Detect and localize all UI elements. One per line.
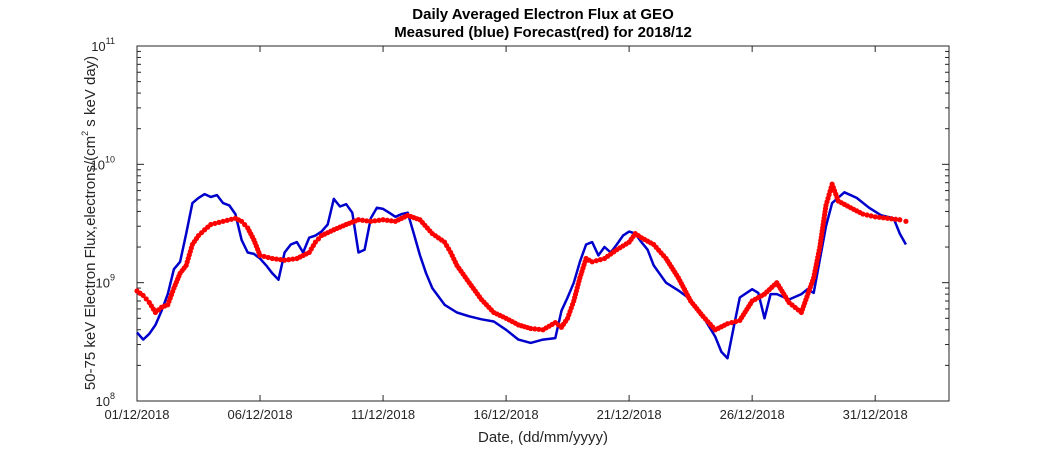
forecast-point-63 — [286, 257, 292, 263]
forecast-point-92 — [380, 217, 386, 223]
forecast-point-317 — [860, 211, 866, 217]
y-axis-label-main: 50-75 keV Electron Flux,electrons/(cm — [82, 136, 99, 390]
forecast-point-73 — [315, 236, 322, 242]
x-tick-label-1: 06/12/2018 — [227, 407, 292, 422]
forecast-point-327 — [903, 218, 909, 224]
forecast-point-39 — [216, 219, 222, 225]
y-axis-ticks: 108 109 1010 1011 — [91, 36, 949, 409]
x-tick-label-5: 26/12/2018 — [720, 407, 785, 422]
forecast-point-324 — [888, 216, 895, 222]
x-tick-label-6: 31/12/2018 — [843, 407, 908, 422]
series-line-measured — [136, 191, 907, 360]
forecast-point-320 — [872, 214, 878, 220]
forecast-point-182 — [597, 257, 604, 263]
forecast-point-89 — [368, 218, 374, 224]
forecast-point-319 — [868, 213, 874, 219]
x-tick-label-2: 11/12/2018 — [351, 407, 415, 422]
y-axis-label-tail: s keV day) — [82, 56, 99, 131]
forecast-point-41 — [224, 217, 230, 223]
forecast-point-59 — [269, 255, 275, 262]
forecast-point-38 — [212, 220, 218, 227]
forecast-point-149 — [532, 326, 538, 332]
chart-subtitle: Measured (blue) Forecast(red) for 2018/1… — [394, 24, 692, 41]
forecast-point-235 — [724, 321, 731, 327]
x-tick-label-3: 16/12/2018 — [474, 407, 539, 422]
forecast-point-62 — [282, 257, 288, 263]
forecast-point-321 — [876, 214, 882, 220]
forecast-point-87 — [359, 217, 366, 223]
y-axis-label: 50-75 keV Electron Flux,electrons/(cm2 s… — [80, 56, 99, 390]
forecast-point-46 — [242, 222, 248, 228]
x-tick-label-4: 21/12/2018 — [597, 407, 662, 422]
y-tick-label-2: 1010 — [91, 154, 115, 172]
forecast-point-58 — [265, 254, 271, 261]
forecast-point-45 — [238, 218, 245, 224]
forecast-point-325 — [893, 216, 899, 222]
forecast-point-181 — [593, 258, 599, 264]
forecast-point-57 — [261, 253, 267, 260]
x-tick-label-0: 01/12/2018 — [104, 407, 169, 422]
forecast-point-37 — [208, 221, 214, 228]
forecast-point-2 — [140, 292, 146, 299]
forecast-point-90 — [372, 218, 378, 224]
forecast-point-72 — [312, 239, 318, 245]
forecast-point-148 — [528, 325, 534, 332]
forecast-point-60 — [273, 256, 280, 262]
y-axis-label-exponent: 2 — [80, 131, 90, 136]
forecast-point-322 — [880, 215, 886, 221]
forecast-point-150 — [536, 326, 542, 332]
forecast-point-3 — [143, 296, 149, 302]
forecast-point-91 — [376, 217, 382, 223]
forecast-point-323 — [884, 215, 891, 221]
x-axis-ticks: 01/12/2018 06/12/2018 11/12/2018 16/12/2018… — [104, 46, 908, 422]
forecast-point-318 — [864, 212, 870, 218]
x-axis-label: Date, (dd/mm/yyyy) — [478, 429, 608, 446]
forecast-point-237 — [733, 318, 739, 325]
forecast-point-326 — [897, 217, 903, 223]
forecast-point-40 — [220, 218, 226, 224]
forecast-point-88 — [364, 218, 370, 224]
forecast-point-94 — [388, 218, 394, 224]
series-layer — [134, 181, 909, 360]
forecast-point-93 — [384, 217, 390, 223]
chart-title: Daily Averaged Electron Flux at GEO — [412, 6, 674, 23]
y-tick-label-1: 109 — [96, 273, 115, 291]
plot-area — [136, 45, 950, 402]
forecast-point-86 — [355, 217, 362, 223]
forecast-point-64 — [290, 256, 296, 262]
forecast-point-180 — [589, 259, 595, 265]
forecast-point-236 — [729, 319, 735, 326]
forecast-point-56 — [257, 252, 263, 258]
y-tick-label-3: 1011 — [91, 36, 115, 54]
forecast-point-42 — [228, 216, 234, 222]
y-tick-label-0: 108 — [96, 391, 115, 409]
forecast-point-61 — [277, 257, 284, 263]
